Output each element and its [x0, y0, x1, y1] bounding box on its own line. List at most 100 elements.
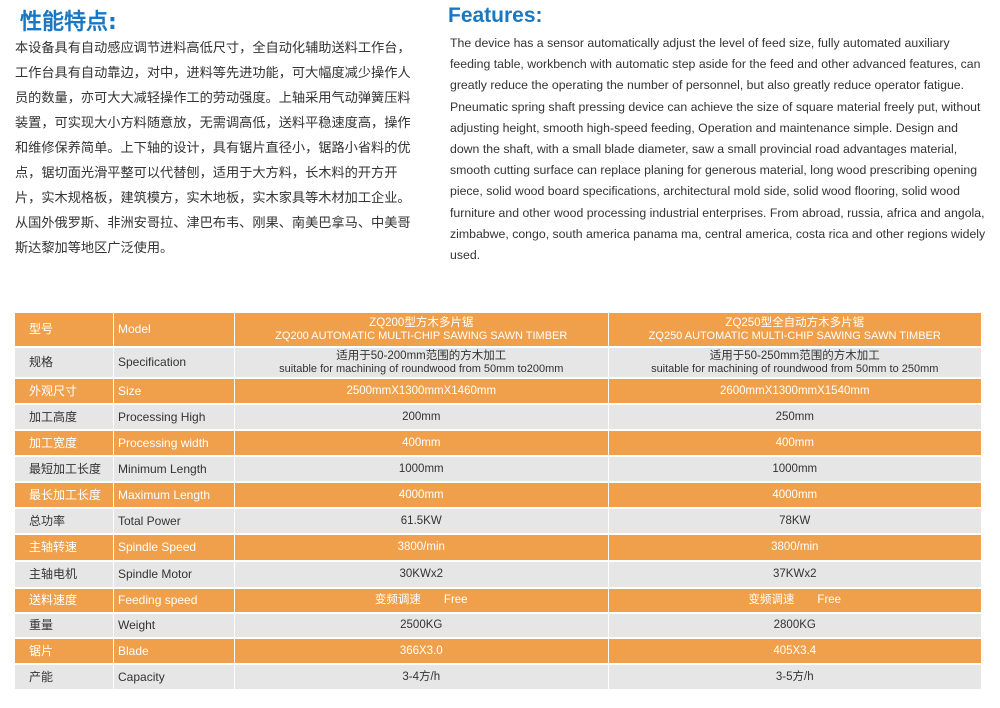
param-name-en: Processing High — [113, 404, 235, 430]
param-name-cn: 总功率 — [15, 508, 114, 534]
param-name-en-text: Blade — [118, 643, 149, 658]
zq200-value: 3-4方/h — [234, 664, 609, 690]
param-name-cn: 最长加工长度 — [15, 482, 114, 508]
zq250-value: 3-5方/h — [608, 664, 982, 690]
param-name-cn-text: 锯片 — [29, 643, 54, 658]
zq200-value-text: 3800/min — [397, 541, 445, 553]
zq250-value: 78KW — [608, 508, 982, 534]
zq200-value: 变频调速 Free — [234, 588, 609, 613]
zq200-value-text: 61.5KW — [400, 514, 442, 527]
chinese-features-text: 本设备具有自动感应调节进料高低尺寸，全自动化辅助送料工作台，工作台具有自动靠边，… — [15, 41, 411, 256]
param-name-en: Spindle Motor — [113, 561, 235, 588]
zq250-value: 2600mmX1300mmX1540mm — [608, 378, 982, 404]
zq200-value-text: ZQ200 AUTOMATIC MULTI-CHIP SAWING SAWN T… — [275, 329, 568, 342]
zq250-value-text: 适用于50-250mm范围的方木加工 — [709, 349, 880, 362]
spec-table: 型号 Model ZQ200型方木多片锯 ZQ200 AUTOMATIC MULTI-… — [15, 313, 982, 691]
param-name-cn-text: 加工高度 — [29, 409, 78, 424]
zq250-value-text: 400mm — [775, 436, 814, 449]
zq250-value: 400mm — [608, 430, 982, 456]
param-name-cn-text: 送料速度 — [29, 593, 78, 607]
table-row: 最长加工长度 Maximum Length 4000mm 4000mm — [15, 482, 982, 508]
zq250-value: 37KWx2 — [608, 561, 982, 588]
table-row: 产能 Capacity 3-4方/h 3-5方/h — [15, 664, 982, 690]
zq200-value: 400mm — [234, 430, 609, 456]
zq200-value: 200mm — [234, 404, 609, 430]
zq250-value-text: ZQ250型全自动方木多片锯 — [725, 316, 865, 329]
zq250-value-text: 4000mm — [772, 488, 818, 501]
param-name-cn: 加工高度 — [15, 404, 114, 430]
english-features-title: Features: — [448, 4, 543, 27]
param-name-en-text: Size — [118, 383, 142, 398]
param-name-cn-text: 重量 — [29, 618, 54, 632]
param-name-en-text: Spindle Speed — [118, 540, 197, 554]
param-name-en: Maximum Length — [113, 482, 235, 508]
param-name-cn: 外观尺寸 — [15, 378, 114, 404]
param-name-en: Processing width — [113, 430, 235, 456]
table-row: 加工高度 Processing High 200mm 250mm — [15, 404, 982, 430]
param-name-cn-text: 产能 — [29, 669, 54, 684]
param-name-en-text: Maximum Length — [118, 487, 211, 502]
zq200-value-text: 3-4方/h — [402, 670, 441, 683]
table-row: 最短加工长度 Minimum Length 1000mm 1000mm — [15, 456, 982, 482]
zq250-value: 1000mm — [608, 456, 982, 482]
zq200-value: 3800/min — [234, 534, 609, 561]
param-name-en-text: Processing width — [118, 435, 209, 450]
param-name-cn: 规格 — [15, 347, 114, 378]
param-name-cn-text: 主轴电机 — [29, 567, 78, 581]
param-name-cn-text: 外观尺寸 — [29, 383, 78, 398]
param-name-cn: 加工宽度 — [15, 430, 114, 456]
zq200-value: 366X3.0 — [234, 638, 609, 664]
param-name-en: Feeding speed — [113, 588, 235, 613]
param-name-cn-text: 总功率 — [29, 513, 66, 528]
table-row: 总功率 Total Power 61.5KW 78KW — [15, 508, 982, 534]
zq250-value-text: 3-5方/h — [775, 670, 814, 683]
zq200-value: 4000mm — [234, 482, 609, 508]
zq250-value: 4000mm — [608, 482, 982, 508]
param-name-cn-text: 加工宽度 — [29, 435, 78, 450]
zq200-value-text: 2500KG — [400, 619, 443, 631]
zq250-value-text: ZQ250 AUTOMATIC MULTI-CHIP SAWING SAWN T… — [648, 329, 941, 342]
zq250-value: 2800KG — [608, 613, 982, 638]
param-name-cn-text: 规格 — [29, 355, 54, 369]
param-name-cn: 重量 — [15, 613, 114, 638]
param-name-cn-text: 最短加工长度 — [29, 461, 102, 476]
param-name-cn-text: 最长加工长度 — [29, 487, 102, 502]
table-row: 加工宽度 Processing width 400mm 400mm — [15, 430, 982, 456]
table-row: 外观尺寸 Size 2500mmX1300mmX1460mm 2600mmX1300m… — [15, 378, 982, 404]
param-name-en: Weight — [113, 613, 235, 638]
param-name-en: Minimum Length — [113, 456, 235, 482]
param-name-cn: 产能 — [15, 664, 114, 690]
param-name-en: Total Power — [113, 508, 235, 534]
param-name-en: Model — [113, 313, 235, 347]
zq200-value-text: ZQ200型方木多片锯 — [369, 316, 474, 329]
zq250-value-text: 78KW — [779, 514, 811, 527]
zq250-value: 变频调速 Free — [608, 588, 982, 613]
param-name-cn: 锯片 — [15, 638, 114, 664]
zq200-value-text: 2500mmX1300mmX1460mm — [346, 384, 497, 397]
zq250-value: 3800/min — [608, 534, 982, 561]
param-name-en: Capacity — [113, 664, 235, 690]
zq250-value-text: 250mm — [775, 410, 814, 423]
zq200-value: 2500KG — [234, 613, 609, 638]
zq200-value-text: 30KWx2 — [399, 568, 443, 580]
zq250-value-text: 2600mmX1300mmX1540mm — [719, 384, 870, 397]
param-name-en-text: Total Power — [118, 513, 181, 528]
param-name-en-text: Model — [118, 322, 151, 336]
param-name-cn-text: 型号 — [29, 322, 54, 336]
param-name-en-text: Capacity — [118, 669, 165, 684]
param-name-en: Blade — [113, 638, 235, 664]
zq250-value: 250mm — [608, 404, 982, 430]
param-name-cn: 主轴电机 — [15, 561, 114, 588]
param-name-en-text: Minimum Length — [118, 461, 207, 476]
table-row: 型号 Model ZQ200型方木多片锯 ZQ200 AUTOMATIC MULTI-… — [15, 313, 982, 347]
table-row: 送料速度 Feeding speed 变频调速 Free 变频调速 Free — [15, 588, 982, 613]
param-name-en: Specification — [113, 347, 235, 378]
zq200-value-text: 变频调速 Free — [374, 594, 468, 606]
zq200-value: ZQ200型方木多片锯 ZQ200 AUTOMATIC MULTI-CHIP SA… — [234, 313, 609, 347]
zq250-value-text: 2800KG — [773, 619, 816, 631]
param-name-en-text: Specification — [118, 355, 187, 369]
param-name-en-text: Processing High — [118, 409, 206, 424]
param-name-en: Spindle Speed — [113, 534, 235, 561]
zq250-value: ZQ250型全自动方木多片锯 ZQ250 AUTOMATIC MULTI-CHIP… — [608, 313, 982, 347]
param-name-cn: 最短加工长度 — [15, 456, 114, 482]
